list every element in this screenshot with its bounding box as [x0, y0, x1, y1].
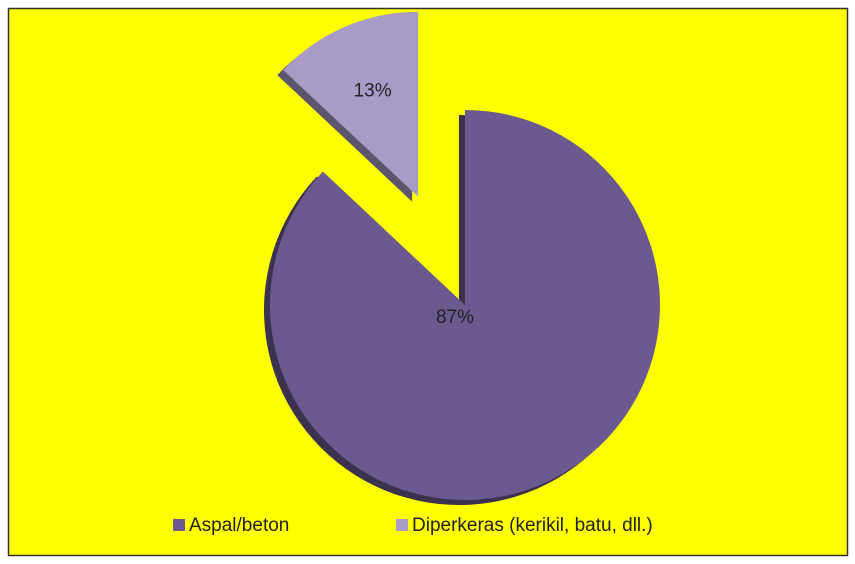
slice: [269, 110, 660, 501]
slice: [283, 11, 419, 197]
legend-label: Aspal/beton: [189, 515, 289, 536]
data-label: 87%: [436, 307, 474, 328]
legend-swatch: [396, 519, 408, 531]
legend-swatch: [173, 519, 185, 531]
legend-label: Diperkeras (kerikil, batu, dll.): [412, 515, 653, 536]
data-label: 13%: [354, 80, 392, 101]
